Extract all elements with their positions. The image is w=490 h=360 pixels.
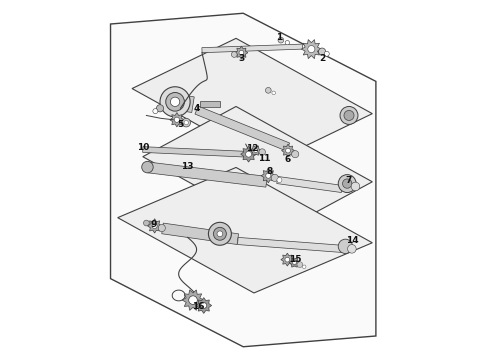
- Circle shape: [302, 265, 306, 269]
- Text: 12: 12: [246, 144, 258, 153]
- Text: 16: 16: [192, 302, 205, 311]
- Text: 9: 9: [150, 220, 157, 229]
- Circle shape: [292, 150, 299, 158]
- Circle shape: [347, 244, 356, 253]
- Polygon shape: [162, 223, 239, 244]
- Circle shape: [338, 239, 353, 253]
- Polygon shape: [241, 146, 256, 162]
- Polygon shape: [301, 40, 321, 59]
- Polygon shape: [143, 107, 372, 232]
- Circle shape: [308, 46, 315, 53]
- Polygon shape: [202, 44, 302, 53]
- Polygon shape: [195, 106, 290, 151]
- Text: 14: 14: [346, 237, 359, 246]
- Polygon shape: [132, 39, 372, 164]
- Circle shape: [318, 48, 326, 55]
- Circle shape: [266, 173, 271, 178]
- Text: 15: 15: [289, 255, 301, 264]
- Polygon shape: [147, 162, 267, 187]
- Polygon shape: [174, 94, 194, 112]
- Circle shape: [142, 161, 153, 173]
- Text: 11: 11: [258, 154, 271, 163]
- Polygon shape: [261, 168, 275, 183]
- Circle shape: [171, 97, 180, 107]
- Text: 2: 2: [319, 54, 325, 63]
- Polygon shape: [182, 290, 204, 310]
- Circle shape: [156, 105, 164, 112]
- Circle shape: [254, 149, 258, 153]
- Circle shape: [344, 111, 354, 121]
- Circle shape: [351, 182, 360, 191]
- Circle shape: [201, 302, 207, 309]
- Circle shape: [271, 174, 278, 181]
- Circle shape: [231, 51, 237, 57]
- Circle shape: [239, 50, 244, 55]
- Circle shape: [208, 222, 231, 245]
- Polygon shape: [282, 144, 294, 157]
- Bar: [200, 101, 220, 107]
- Circle shape: [152, 223, 157, 229]
- Circle shape: [166, 93, 184, 111]
- Circle shape: [285, 257, 290, 262]
- Circle shape: [158, 225, 166, 231]
- Polygon shape: [118, 167, 372, 293]
- Text: 13: 13: [181, 162, 194, 171]
- Circle shape: [285, 41, 290, 45]
- Polygon shape: [238, 237, 342, 252]
- Text: 3: 3: [238, 54, 245, 63]
- Circle shape: [286, 148, 291, 153]
- Circle shape: [153, 109, 158, 114]
- Text: 5: 5: [177, 120, 184, 129]
- Circle shape: [338, 175, 356, 193]
- Circle shape: [184, 121, 188, 125]
- Polygon shape: [277, 176, 343, 193]
- Circle shape: [272, 91, 275, 95]
- Circle shape: [278, 37, 284, 43]
- Circle shape: [277, 177, 282, 183]
- Circle shape: [189, 296, 197, 304]
- Text: 7: 7: [346, 176, 352, 185]
- Circle shape: [182, 118, 191, 127]
- Circle shape: [189, 296, 197, 305]
- Polygon shape: [250, 146, 261, 155]
- Polygon shape: [235, 46, 248, 59]
- Circle shape: [214, 227, 226, 240]
- Text: 10: 10: [137, 143, 149, 152]
- Circle shape: [343, 179, 352, 188]
- Circle shape: [201, 303, 207, 309]
- Polygon shape: [289, 258, 300, 267]
- Circle shape: [144, 220, 149, 226]
- Polygon shape: [196, 298, 212, 314]
- Circle shape: [266, 87, 271, 93]
- Circle shape: [259, 149, 266, 155]
- Polygon shape: [170, 113, 184, 127]
- Circle shape: [245, 151, 251, 157]
- Polygon shape: [281, 253, 294, 266]
- Circle shape: [160, 87, 190, 117]
- Polygon shape: [143, 147, 245, 157]
- Circle shape: [297, 262, 303, 267]
- Text: 8: 8: [267, 167, 273, 176]
- Polygon shape: [111, 13, 376, 347]
- Text: 6: 6: [285, 155, 291, 164]
- Circle shape: [217, 231, 223, 237]
- Circle shape: [324, 51, 329, 56]
- Circle shape: [293, 261, 296, 265]
- Text: 1: 1: [276, 33, 282, 42]
- Circle shape: [340, 107, 358, 125]
- Text: 4: 4: [194, 104, 200, 113]
- Polygon shape: [147, 219, 162, 233]
- Circle shape: [174, 117, 179, 122]
